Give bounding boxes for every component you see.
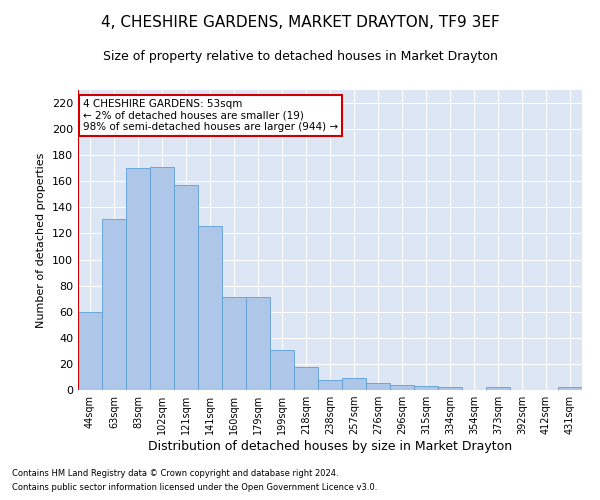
Text: 4, CHESHIRE GARDENS, MARKET DRAYTON, TF9 3EF: 4, CHESHIRE GARDENS, MARKET DRAYTON, TF9… bbox=[101, 15, 499, 30]
Bar bbox=[390, 385, 414, 390]
Bar bbox=[270, 350, 294, 390]
Bar bbox=[486, 388, 510, 390]
Bar bbox=[78, 312, 102, 390]
Bar bbox=[150, 167, 174, 390]
Bar bbox=[174, 185, 198, 390]
Text: 4 CHESHIRE GARDENS: 53sqm
← 2% of detached houses are smaller (19)
98% of semi-d: 4 CHESHIRE GARDENS: 53sqm ← 2% of detach… bbox=[83, 99, 338, 132]
Bar bbox=[198, 226, 222, 390]
Bar bbox=[246, 298, 270, 390]
Bar bbox=[414, 386, 438, 390]
X-axis label: Distribution of detached houses by size in Market Drayton: Distribution of detached houses by size … bbox=[148, 440, 512, 453]
Bar bbox=[438, 388, 462, 390]
Bar bbox=[126, 168, 150, 390]
Bar bbox=[102, 219, 126, 390]
Text: Contains HM Land Registry data © Crown copyright and database right 2024.: Contains HM Land Registry data © Crown c… bbox=[12, 468, 338, 477]
Bar bbox=[318, 380, 342, 390]
Text: Contains public sector information licensed under the Open Government Licence v3: Contains public sector information licen… bbox=[12, 484, 377, 492]
Bar bbox=[558, 388, 582, 390]
Bar bbox=[294, 366, 318, 390]
Y-axis label: Number of detached properties: Number of detached properties bbox=[37, 152, 46, 328]
Bar bbox=[222, 298, 246, 390]
Bar bbox=[342, 378, 366, 390]
Bar bbox=[366, 384, 390, 390]
Text: Size of property relative to detached houses in Market Drayton: Size of property relative to detached ho… bbox=[103, 50, 497, 63]
